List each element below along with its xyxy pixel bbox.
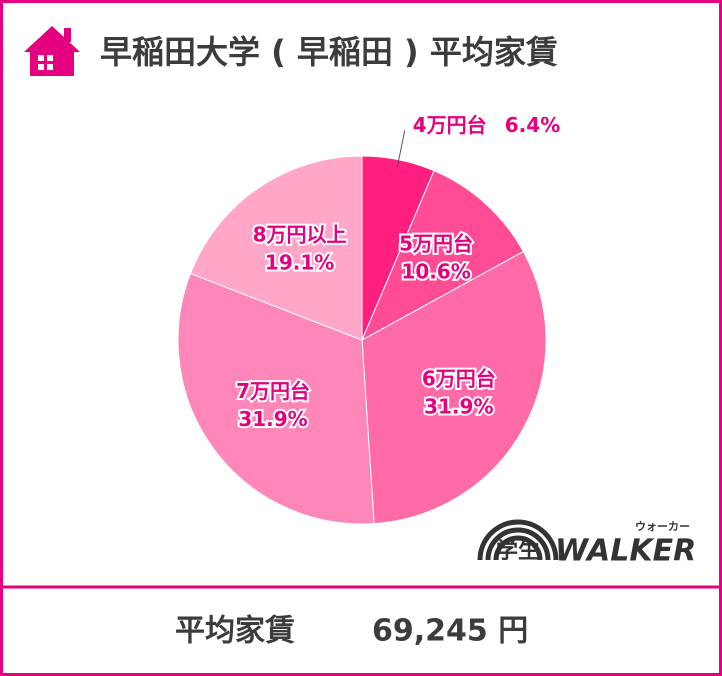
logo-reading: ウォーカー (635, 520, 690, 533)
slice-value: 19.1% (265, 250, 334, 274)
pie-slice (177, 272, 375, 525)
logo-name: WALKER (555, 534, 696, 569)
logo: 学生 WALKER ウォーカー (477, 519, 696, 569)
pie-slice (360, 170, 525, 342)
slice-value: 31.9% (238, 407, 307, 431)
slice-value: 31.9% (424, 395, 493, 419)
pie-slice (189, 155, 363, 341)
summary-label: 平均家賃 (175, 614, 295, 649)
slice-category: 8万円以上 (253, 222, 347, 246)
leader-line (396, 130, 406, 168)
slice-category: 5万円台 (399, 232, 473, 256)
slice-category: 4万円台 (413, 113, 487, 137)
chart-title: 早稲田大学 ( 早稲田 ) 平均家賃 (100, 33, 558, 71)
house-icon (24, 26, 80, 76)
pie: 4万円台 6.4% 5万円台 10.6% 6万円台 31.9% 7万円台 31.9% 8万円以上… (177, 111, 562, 525)
slice-value: 6.4% (505, 113, 560, 137)
pie-slice (361, 250, 547, 525)
summary-value: 69,245 円 (372, 614, 528, 649)
slice-value: 10.6% (401, 260, 470, 284)
slice-category: 7万円台 (236, 379, 310, 403)
logo-prefix: 学生 (496, 538, 540, 564)
slice-category: 6万円台 (422, 367, 496, 391)
